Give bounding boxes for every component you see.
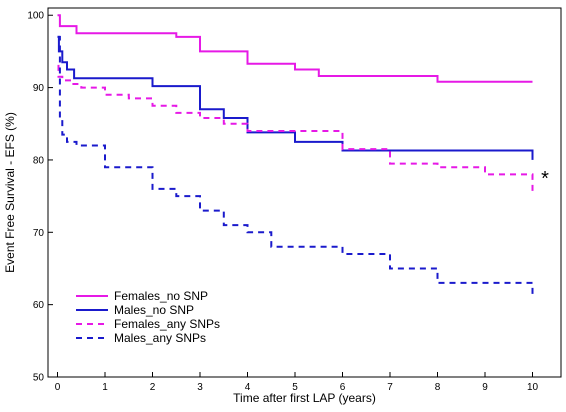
x-tick-label: 8 <box>435 382 441 393</box>
x-axis: 0 1 2 3 4 5 6 7 8 9 10 <box>55 372 539 393</box>
legend-label: Males_any SNPs <box>114 331 206 345</box>
legend-label: Females_no SNP <box>114 289 208 303</box>
x-axis-title: Time after first LAP (years) <box>233 391 376 405</box>
legend-label: Females_any SNPs <box>114 317 220 331</box>
plot-frame <box>47 7 562 378</box>
y-tick-label: 100 <box>27 11 44 22</box>
x-tick-label: 1 <box>102 382 108 393</box>
y-tick-label: 80 <box>33 155 45 166</box>
series-line-males-no-snp <box>57 35 534 160</box>
y-tick-label: 90 <box>33 83 45 94</box>
x-tick-label: 6 <box>340 382 346 393</box>
significance-asterisk: * <box>541 168 549 190</box>
x-tick-label: 5 <box>292 382 298 393</box>
series-line-females-no-snp <box>57 14 533 83</box>
y-tick-label: 70 <box>33 228 45 239</box>
y-axis-title: Event Free Survival - EFS (%) <box>3 112 17 273</box>
series-line-females-any-snps <box>57 64 534 194</box>
series-line-males-any-snps <box>57 35 534 298</box>
x-tick-label: 3 <box>197 382 203 393</box>
x-tick-label: 9 <box>482 382 488 393</box>
y-tick-label: 60 <box>33 300 45 311</box>
x-tick-label: 4 <box>245 382 251 393</box>
x-tick-label: 10 <box>527 382 539 393</box>
x-tick-label: 0 <box>55 382 61 393</box>
series-layer <box>57 14 534 298</box>
x-tick-label: 2 <box>150 382 156 393</box>
x-tick-label: 7 <box>387 382 393 393</box>
y-tick-label: 50 <box>33 373 45 384</box>
y-axis: 50 60 70 80 90 100 <box>27 11 53 384</box>
legend-label: Males_no SNP <box>114 303 194 317</box>
